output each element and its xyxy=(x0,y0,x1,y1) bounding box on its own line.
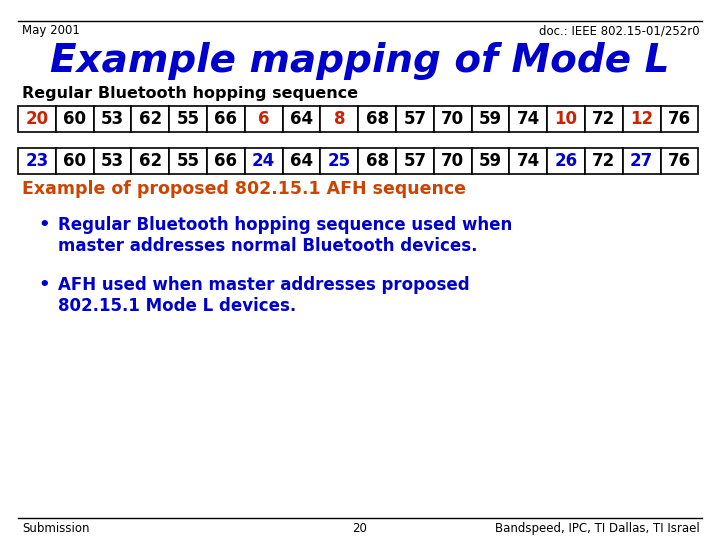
Bar xyxy=(472,148,510,174)
Text: 55: 55 xyxy=(176,110,199,128)
Text: Example mapping of Mode L: Example mapping of Mode L xyxy=(50,42,670,80)
Bar xyxy=(320,148,359,174)
Bar xyxy=(94,106,131,132)
Bar xyxy=(169,106,207,132)
Text: 76: 76 xyxy=(668,152,691,170)
Bar xyxy=(660,148,698,174)
Text: 55: 55 xyxy=(176,152,199,170)
Text: 64: 64 xyxy=(290,152,313,170)
Text: 70: 70 xyxy=(441,110,464,128)
Bar xyxy=(282,106,320,132)
Bar xyxy=(359,106,396,132)
Bar xyxy=(245,106,282,132)
Text: Regular Bluetooth hopping sequence: Regular Bluetooth hopping sequence xyxy=(22,86,358,101)
Bar xyxy=(510,106,547,132)
Text: 72: 72 xyxy=(593,110,616,128)
Text: 23: 23 xyxy=(25,152,48,170)
Bar xyxy=(547,106,585,132)
Text: 53: 53 xyxy=(101,110,124,128)
Text: 74: 74 xyxy=(517,152,540,170)
Bar xyxy=(660,106,698,132)
Text: 76: 76 xyxy=(668,110,691,128)
Text: 53: 53 xyxy=(101,152,124,170)
Text: 64: 64 xyxy=(290,110,313,128)
Text: 24: 24 xyxy=(252,152,275,170)
Bar xyxy=(56,148,94,174)
Bar xyxy=(282,148,320,174)
Bar xyxy=(207,148,245,174)
Text: Bandspeed, IPC, TI Dallas, TI Israel: Bandspeed, IPC, TI Dallas, TI Israel xyxy=(495,522,700,535)
Text: 802.15.1 Mode L devices.: 802.15.1 Mode L devices. xyxy=(58,297,296,315)
Text: 57: 57 xyxy=(403,152,426,170)
Bar xyxy=(131,148,169,174)
Bar xyxy=(169,148,207,174)
Bar xyxy=(585,148,623,174)
Text: 57: 57 xyxy=(403,110,426,128)
Bar xyxy=(585,106,623,132)
Text: 59: 59 xyxy=(479,152,502,170)
Text: •: • xyxy=(38,216,50,234)
Text: 12: 12 xyxy=(630,110,653,128)
Text: 59: 59 xyxy=(479,110,502,128)
Text: 72: 72 xyxy=(593,152,616,170)
Bar xyxy=(433,106,472,132)
Bar xyxy=(207,106,245,132)
Text: 62: 62 xyxy=(139,152,162,170)
Bar xyxy=(472,106,510,132)
Text: 27: 27 xyxy=(630,152,653,170)
Text: 26: 26 xyxy=(554,152,577,170)
Bar xyxy=(56,106,94,132)
Text: 60: 60 xyxy=(63,110,86,128)
Text: 68: 68 xyxy=(366,110,389,128)
Bar xyxy=(18,148,56,174)
Bar xyxy=(94,148,131,174)
Bar xyxy=(359,148,396,174)
Text: 10: 10 xyxy=(554,110,577,128)
Bar xyxy=(510,148,547,174)
Bar xyxy=(623,148,660,174)
Text: •: • xyxy=(38,276,50,294)
Text: 74: 74 xyxy=(517,110,540,128)
Text: 66: 66 xyxy=(215,152,238,170)
Text: 62: 62 xyxy=(139,110,162,128)
Text: master addresses normal Bluetooth devices.: master addresses normal Bluetooth device… xyxy=(58,237,477,255)
Text: 20: 20 xyxy=(25,110,48,128)
Text: 68: 68 xyxy=(366,152,389,170)
Text: AFH used when master addresses proposed: AFH used when master addresses proposed xyxy=(58,276,469,294)
Text: 6: 6 xyxy=(258,110,269,128)
Bar xyxy=(131,106,169,132)
Text: 8: 8 xyxy=(333,110,345,128)
Bar xyxy=(396,106,433,132)
Text: 60: 60 xyxy=(63,152,86,170)
Bar xyxy=(433,148,472,174)
Bar xyxy=(320,106,359,132)
Text: Regular Bluetooth hopping sequence used when: Regular Bluetooth hopping sequence used … xyxy=(58,216,512,234)
Text: 66: 66 xyxy=(215,110,238,128)
Text: doc.: IEEE 802.15-01/252r0: doc.: IEEE 802.15-01/252r0 xyxy=(539,24,700,37)
Bar xyxy=(547,148,585,174)
Text: 20: 20 xyxy=(353,522,367,535)
Text: Example of proposed 802.15.1 AFH sequence: Example of proposed 802.15.1 AFH sequenc… xyxy=(22,180,466,198)
Bar xyxy=(245,148,282,174)
Text: 25: 25 xyxy=(328,152,351,170)
Text: Submission: Submission xyxy=(22,522,89,535)
Text: 70: 70 xyxy=(441,152,464,170)
Bar xyxy=(18,106,56,132)
Bar xyxy=(623,106,660,132)
Bar xyxy=(396,148,433,174)
Text: May 2001: May 2001 xyxy=(22,24,80,37)
